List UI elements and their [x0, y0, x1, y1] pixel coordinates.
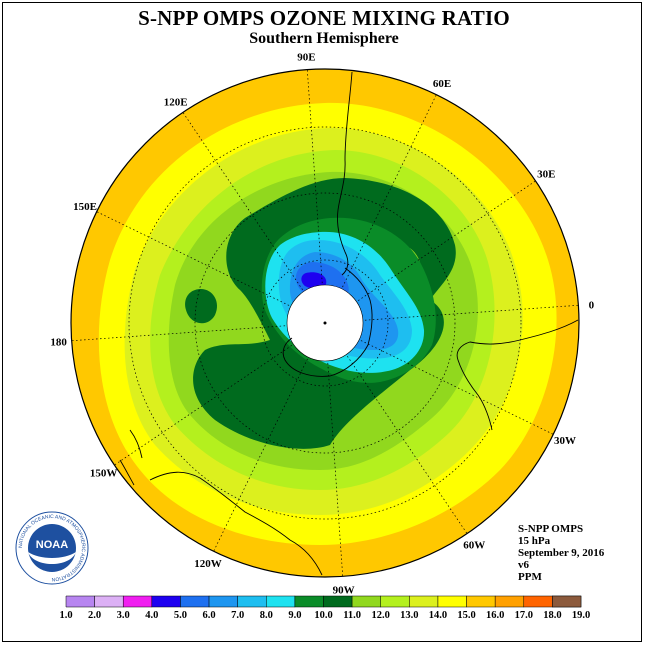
colorbar-tick-label: 9.0 [288, 610, 301, 621]
colorbar-tick-label: 4.0 [145, 610, 158, 621]
graticule [71, 69, 579, 577]
coastline-antarctica [282, 267, 373, 377]
latitude-circle [261, 259, 389, 387]
colorbar-swatch [437, 595, 467, 608]
figure-frame [2, 2, 642, 642]
colorbar-swatch [552, 595, 582, 608]
colorbar-swatch [494, 595, 525, 608]
longitude-label: 60W [463, 539, 485, 551]
colorbar-tick-label: 17.0 [515, 610, 533, 621]
south-pole-marker [323, 321, 327, 325]
colorbar-swatch [94, 595, 124, 608]
colorbar-tick-label: 11.0 [343, 610, 361, 621]
coastline-south-america [337, 71, 353, 276]
colorbar-swatch [466, 595, 496, 608]
colorbar [65, 595, 582, 608]
colorbar-tick-label: 15.0 [457, 610, 475, 621]
ozone-band-9-10-west [185, 289, 218, 324]
colorbar-swatch [323, 595, 353, 608]
longitude-label: 90E [297, 52, 315, 64]
colorbar-swatch [208, 595, 238, 608]
colorbar-swatch [122, 595, 153, 608]
colorbar-swatch [351, 595, 381, 608]
info-units: PPM [518, 571, 542, 583]
colorbar-tick-label: 19.0 [572, 610, 590, 621]
longitude-label: 30W [554, 435, 576, 447]
colorbar-swatch [294, 595, 324, 608]
colorbar-swatch [380, 595, 410, 608]
colorbar-tick-label: 13.0 [400, 610, 418, 621]
coastline-australia [149, 471, 323, 576]
colorbar-swatch [266, 595, 296, 608]
longitude-label: 150E [73, 201, 97, 213]
colorbar-swatch [180, 595, 210, 608]
colorbar-labels: 1.0 2.0 3.0 4.0 5.0 6.0 7.0 8.0 9.0 10.0 11.0 12.0 1… [59, 610, 590, 621]
coastline-africa [456, 319, 579, 431]
info-date: September 9, 2016 [518, 547, 605, 559]
coastline-new-zealand [119, 429, 143, 486]
longitude-label: 90W [333, 584, 355, 596]
colorbar-tick-label: 5.0 [174, 610, 187, 621]
colorbar-tick-label: 10.0 [314, 610, 332, 621]
colorbar-tick-label: 18.0 [543, 610, 561, 621]
coastlines [119, 71, 579, 576]
noaa-logo: NATIONAL OCEANIC AND ATMOSPHERIC ADMINIS… [15, 511, 89, 585]
page-title: S-NPP OMPS OZONE MIXING RATIO [138, 6, 510, 30]
colorbar-swatch [409, 595, 439, 608]
logo-seagull-icon [28, 552, 76, 564]
colorbar-swatch [237, 595, 267, 608]
colorbar-tick-label: 1.0 [59, 610, 72, 621]
longitude-label: 30E [537, 169, 555, 181]
ozone-band-3-4 [301, 272, 327, 289]
colorbar-tick-label: 6.0 [202, 610, 215, 621]
latitude-circle [128, 126, 522, 520]
colorbar-tick-label: 3.0 [117, 610, 130, 621]
longitude-label: 180 [50, 337, 67, 349]
colorbar-tick-label: 7.0 [231, 610, 244, 621]
longitude-label: 150W [90, 467, 118, 479]
page-subtitle: Southern Hemisphere [249, 30, 399, 47]
longitude-label: 120E [164, 97, 188, 109]
logo-text: NOAA [36, 539, 68, 551]
colorbar-swatch [151, 595, 181, 608]
map-boundary [70, 68, 580, 578]
colorbar-tick-label: 16.0 [486, 610, 504, 621]
colorbar-tick-label: 8.0 [260, 610, 273, 621]
longitude-labels: 0 30E 60E 90E 120E 150E 180 150W 120W 90W 60W 30W [50, 52, 594, 597]
colorbar-tick-label: 12.0 [372, 610, 390, 621]
longitude-label: 120W [194, 558, 222, 570]
latitude-circle [194, 192, 456, 454]
info-instrument: S-NPP OMPS [518, 523, 584, 535]
colorbar-tick-label: 14.0 [429, 610, 447, 621]
info-level: 15 hPa [518, 535, 551, 547]
product-info: S-NPP OMPS 15 hPa September 9, 2016 v6 P… [518, 523, 604, 583]
longitude-label: 0 [589, 299, 595, 311]
longitude-label: 60E [433, 78, 451, 90]
colorbar-tick-label: 2.0 [88, 610, 101, 621]
info-version: v6 [518, 559, 529, 571]
colorbar-swatch [65, 595, 95, 608]
colorbar-swatch [523, 595, 553, 608]
